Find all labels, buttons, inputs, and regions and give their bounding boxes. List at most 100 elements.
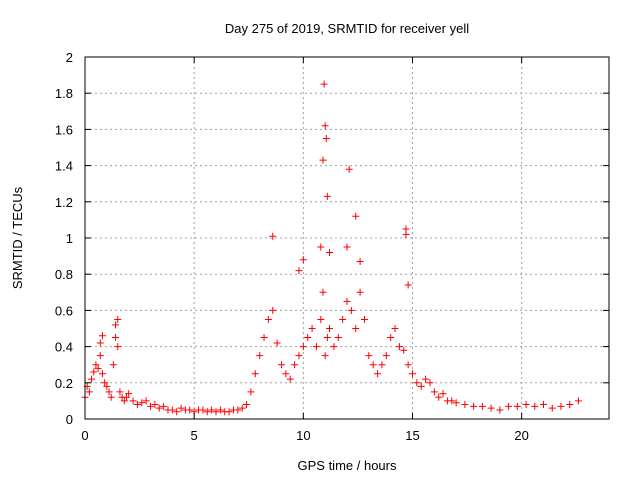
data-point — [339, 315, 347, 323]
data-point — [374, 370, 382, 378]
data-point — [312, 343, 320, 351]
data-point — [557, 402, 565, 410]
data-point — [402, 230, 410, 238]
data-point — [299, 343, 307, 351]
data-point — [400, 346, 408, 354]
data-point — [199, 406, 207, 414]
data-point — [133, 401, 141, 409]
data-point — [439, 390, 447, 398]
data-point — [269, 306, 277, 314]
data-point — [212, 408, 220, 416]
x-tick-label: 20 — [514, 428, 528, 443]
data-point — [92, 361, 100, 369]
data-point — [452, 399, 460, 407]
data-point — [566, 401, 574, 409]
data-point — [295, 267, 303, 275]
data-point — [356, 288, 364, 296]
data-point — [319, 288, 327, 296]
data-point — [282, 370, 290, 378]
data-point — [409, 370, 416, 378]
data-point — [112, 334, 120, 342]
y-tick-label: 0.4 — [55, 340, 73, 355]
data-point — [88, 375, 96, 383]
x-tick-label: 15 — [405, 428, 419, 443]
data-point — [142, 397, 150, 405]
data-point — [326, 325, 334, 332]
data-point — [548, 404, 556, 412]
data-point — [319, 156, 327, 164]
data-point — [531, 402, 539, 410]
data-point — [356, 258, 364, 266]
data-point — [216, 406, 224, 414]
data-point — [155, 404, 163, 412]
data-point — [138, 399, 146, 407]
data-point — [247, 388, 255, 396]
data-point — [278, 361, 285, 369]
data-point — [330, 343, 338, 351]
data-point — [487, 404, 495, 412]
data-point — [168, 406, 176, 414]
data-point — [238, 404, 246, 412]
data-point — [160, 402, 168, 410]
data-point — [317, 243, 325, 251]
y-tick-label: 1.4 — [55, 159, 73, 174]
y-tick-label: 2 — [66, 50, 73, 65]
data-point — [264, 315, 272, 323]
data-point — [320, 80, 328, 88]
data-point — [151, 401, 159, 409]
data-point — [98, 370, 106, 378]
data-point — [326, 248, 334, 256]
data-point — [129, 397, 137, 405]
data-point — [382, 352, 390, 360]
data-point — [85, 388, 93, 396]
data-point — [98, 332, 106, 340]
data-point — [387, 334, 395, 342]
x-tick-label: 5 — [191, 428, 198, 443]
data-point — [496, 406, 504, 414]
data-point — [417, 382, 425, 390]
data-point — [101, 379, 109, 387]
data-point — [203, 408, 211, 416]
data-point — [256, 352, 264, 360]
data-point — [347, 306, 355, 314]
data-point — [322, 134, 330, 142]
data-point — [116, 388, 124, 396]
data-point — [96, 352, 104, 360]
y-tick-labels: 0 0.2 0.4 0.6 0.8 1 1.2 1.4 1.6 1.8 2 — [55, 50, 73, 427]
data-point — [208, 406, 216, 414]
data-point — [540, 401, 547, 409]
data-point — [114, 315, 122, 323]
x-tick-labels: 0 5 10 15 20 — [81, 428, 529, 443]
x-tick-label: 10 — [296, 428, 310, 443]
data-point — [96, 339, 104, 347]
data-point — [186, 406, 194, 414]
data-point — [317, 315, 325, 323]
data-point — [299, 256, 307, 264]
data-point — [90, 368, 98, 376]
y-tick-label: 1.6 — [55, 122, 73, 137]
data-point — [120, 397, 128, 405]
data-point — [352, 212, 360, 220]
data-point — [177, 404, 185, 412]
x-tick-label: 0 — [81, 428, 88, 443]
data-point — [243, 401, 251, 409]
data-point — [286, 375, 294, 383]
y-tick-label: 1.2 — [55, 195, 73, 210]
data-point — [422, 375, 430, 383]
data-point — [343, 243, 351, 251]
data-point — [404, 281, 412, 289]
data-points — [81, 80, 582, 416]
data-point — [360, 315, 368, 323]
data-point — [461, 401, 469, 409]
data-point — [94, 364, 102, 372]
data-point — [225, 408, 233, 416]
axis-ticks — [84, 56, 609, 420]
data-point — [505, 402, 513, 410]
data-point — [369, 361, 377, 369]
y-axis-title: SRMTID / TECUs — [10, 186, 25, 289]
chart-title: Day 275 of 2019, SRMTID for receiver yel… — [225, 21, 469, 36]
data-point — [478, 402, 486, 410]
data-point — [107, 393, 115, 401]
data-point — [304, 334, 312, 342]
